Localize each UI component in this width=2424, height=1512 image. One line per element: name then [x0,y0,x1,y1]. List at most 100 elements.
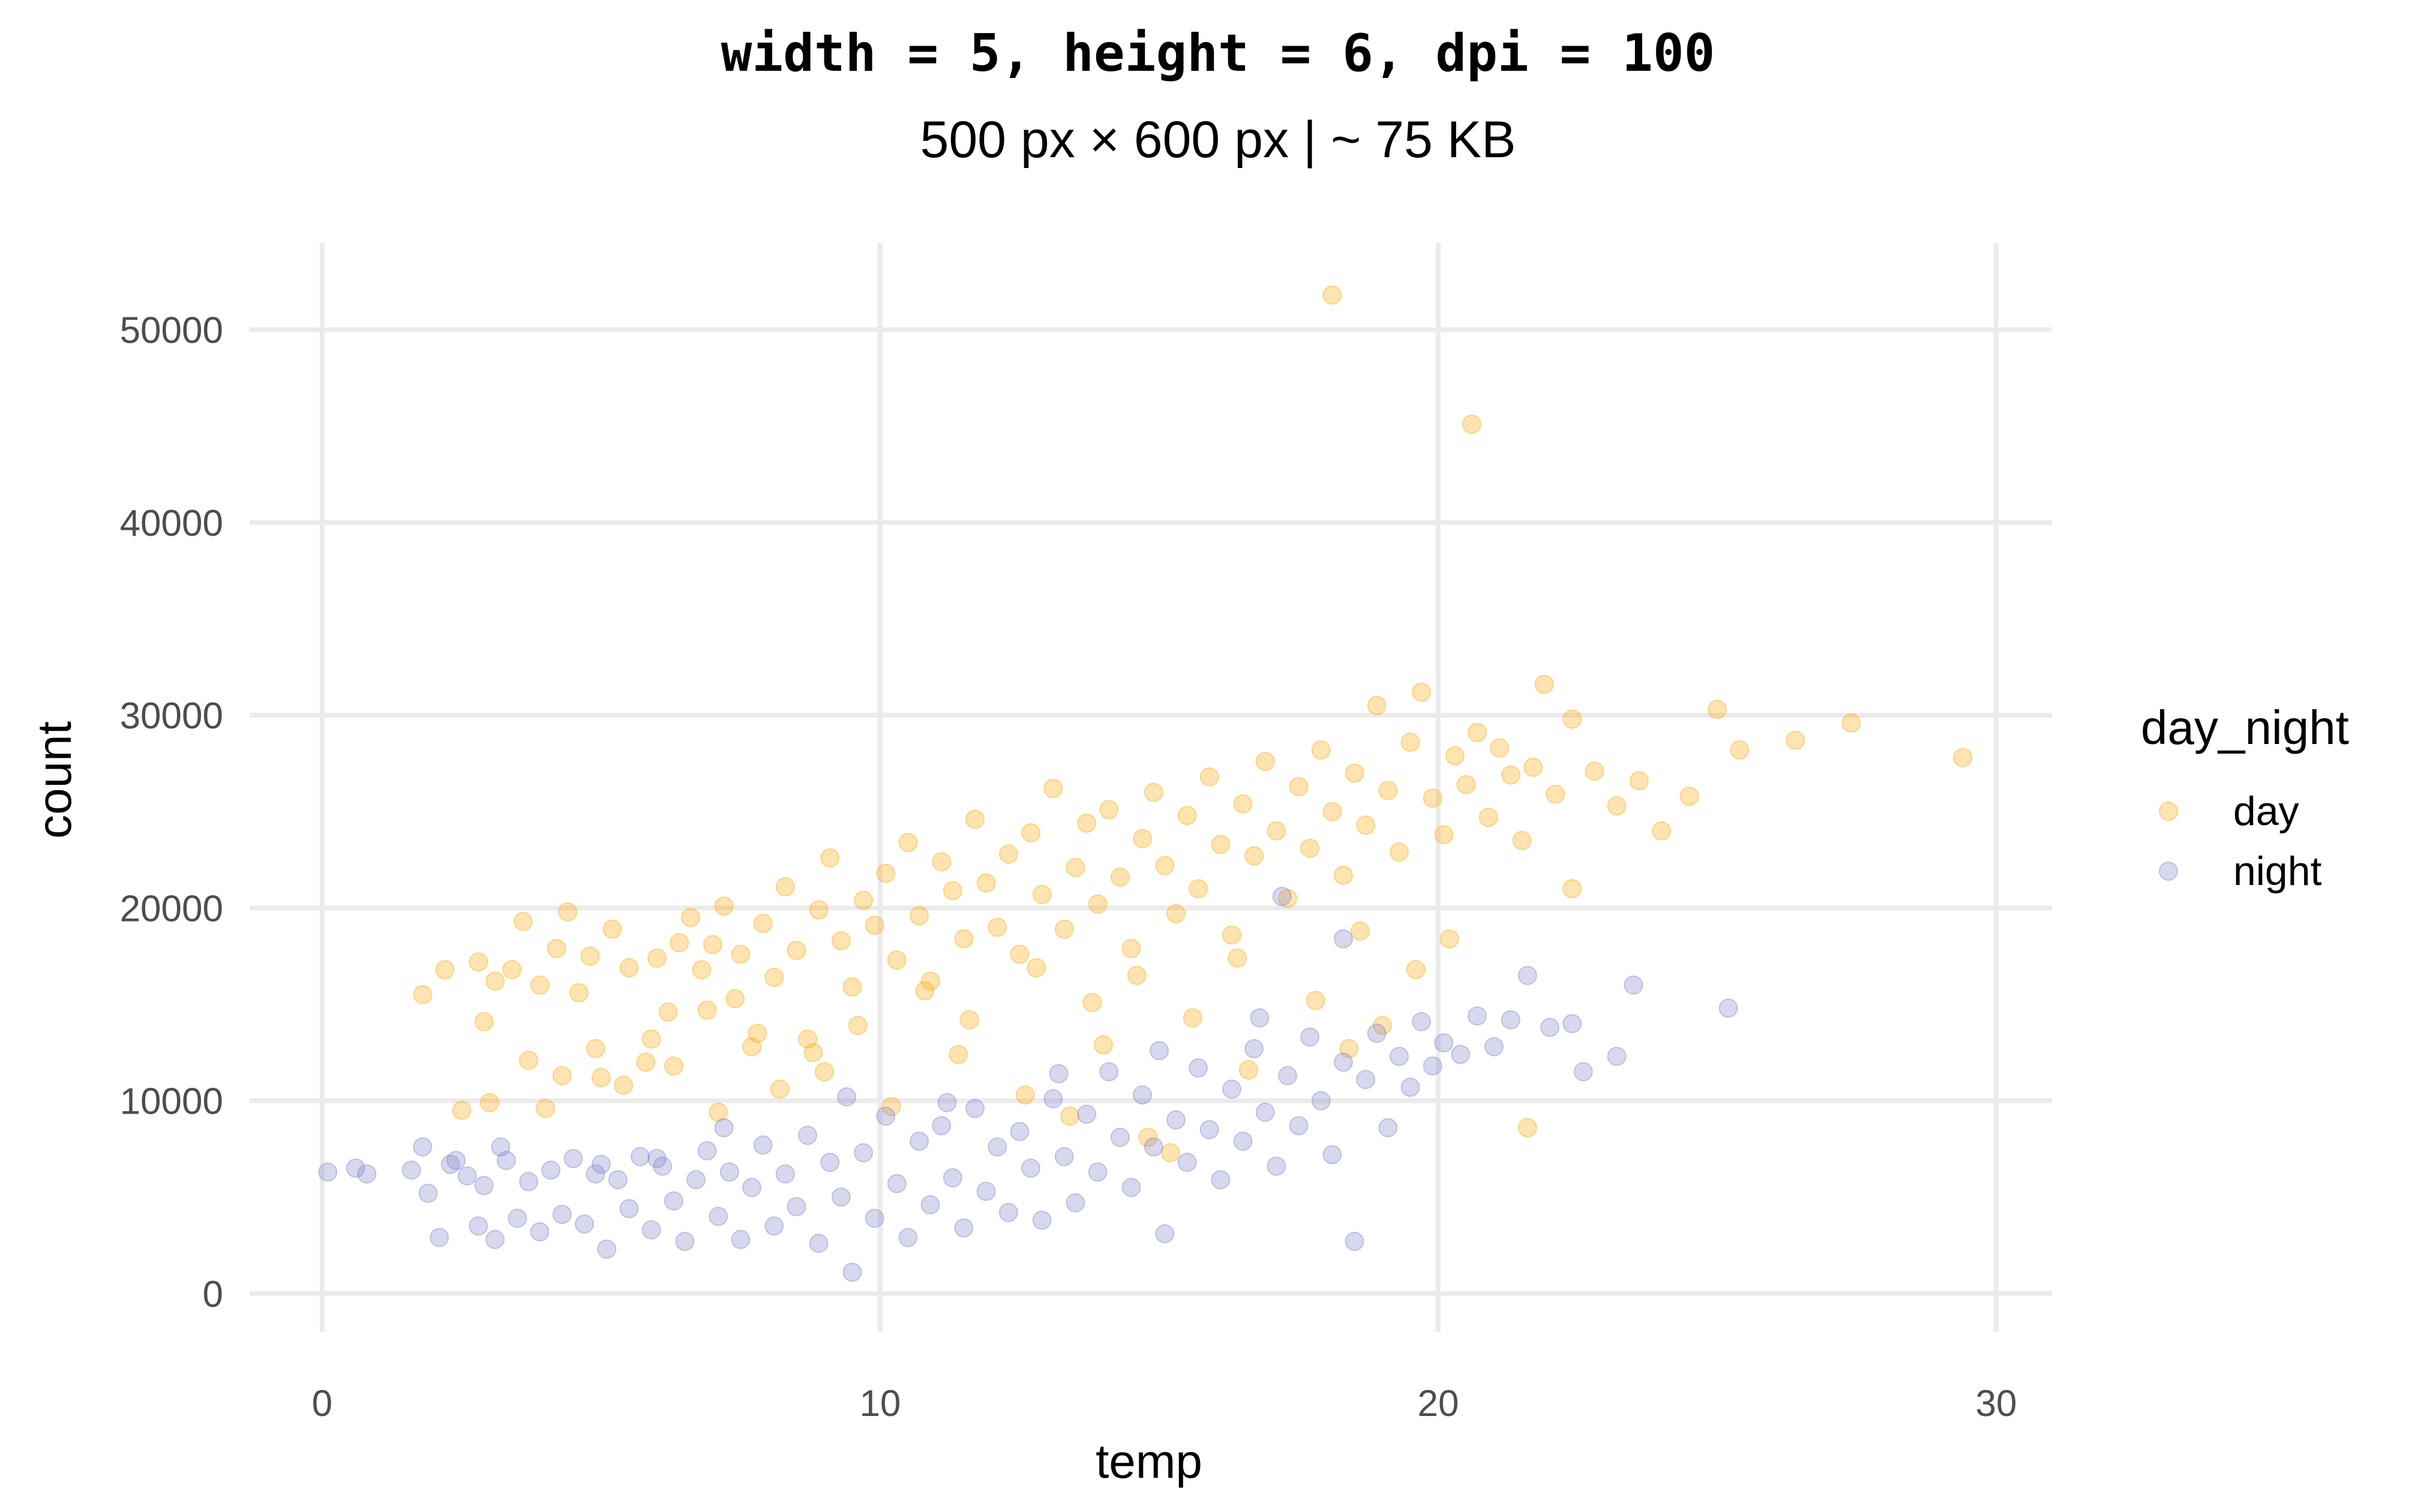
point-day [915,981,935,1001]
point-night [1211,1170,1231,1190]
point-night [1166,1110,1186,1130]
point-night [1077,1105,1096,1124]
point-day [1562,709,1582,729]
point-day [1356,815,1376,835]
x-tick-label: 0 [312,1383,332,1424]
point-night [653,1156,673,1176]
point-night [457,1166,477,1186]
point-day [580,946,600,966]
point-day [1679,787,1699,806]
point-night [1540,1018,1559,1037]
point-day [1439,929,1459,949]
point-night [1289,1116,1309,1136]
point-night [357,1164,377,1184]
point-day [770,1079,790,1099]
point-night [1049,1064,1069,1084]
point-night [854,1143,873,1163]
point-night [1054,1147,1074,1166]
point-day [1289,776,1309,796]
point-night [714,1118,734,1138]
point-night [401,1160,421,1180]
point-night [820,1153,840,1172]
point-day [1339,1039,1359,1058]
y-tick-label: 0 [203,1274,223,1315]
point-day [1953,748,1973,767]
point-night [1367,1024,1387,1043]
point-day [1228,948,1247,968]
point-day [1306,991,1325,1010]
point-night [1434,1033,1454,1053]
point-day [1434,825,1454,845]
point-day [865,916,884,935]
y-tick-label: 40000 [120,503,223,544]
point-day [775,877,795,896]
point-day [1183,1008,1202,1028]
point-day [1517,1118,1537,1138]
point-day [1367,696,1387,715]
point-night [1300,1027,1320,1047]
point-night [1155,1224,1175,1244]
point-day [513,911,533,931]
point-night [787,1197,806,1217]
point-day [1445,746,1465,766]
point-night [932,1116,952,1136]
point-night [440,1154,460,1174]
x-tick-label: 10 [859,1383,901,1424]
point-day [787,940,806,960]
point-day [820,848,840,868]
point-night [1356,1070,1376,1090]
point-night [1451,1045,1471,1064]
point-night [1412,1012,1432,1031]
point-day [1350,921,1370,941]
point-day [1462,415,1481,434]
legend-key-night [2159,862,2178,881]
point-night [1066,1193,1085,1213]
point-night [619,1199,639,1219]
legend: day_night day night [2141,701,2349,894]
point-night [1322,1145,1342,1165]
point-day [814,1062,834,1082]
point-day [887,950,907,970]
point-day [1322,285,1342,305]
y-tick-label: 30000 [120,695,223,737]
point-day [1490,738,1510,758]
point-night [764,1216,784,1236]
point-night [1250,1008,1270,1028]
point-day [435,960,455,980]
point-night [675,1232,695,1251]
point-night [719,1162,739,1182]
point-day [1607,796,1627,815]
point-night [697,1141,717,1160]
point-night [775,1164,795,1184]
point-night [1378,1118,1398,1138]
point-day [910,906,929,926]
point-day [709,1102,728,1122]
point-day [1786,730,1805,750]
point-day [831,931,851,950]
point-day [614,1075,634,1095]
point-night [1400,1078,1420,1097]
point-day [881,1097,901,1117]
point-day [959,1010,979,1030]
point-night [1144,1137,1163,1157]
x-tick-label: 20 [1417,1383,1459,1424]
point-night [831,1187,851,1207]
point-day [569,983,589,1003]
point-night [1501,1010,1520,1030]
point-night [887,1174,907,1193]
point-day [1015,1085,1035,1105]
point-day [1652,821,1671,841]
point-night [1110,1127,1130,1147]
y-tick-label: 10000 [120,1081,223,1123]
point-night [1624,975,1643,995]
point-day [1110,867,1130,887]
point-night [1150,1041,1169,1060]
point-day [1093,1035,1113,1055]
point-day [1032,884,1052,904]
point-night [910,1132,929,1151]
point-day [619,958,639,977]
point-day [1512,830,1532,850]
point-day [1456,775,1476,794]
point-night [1021,1158,1040,1178]
point-night [418,1183,438,1203]
